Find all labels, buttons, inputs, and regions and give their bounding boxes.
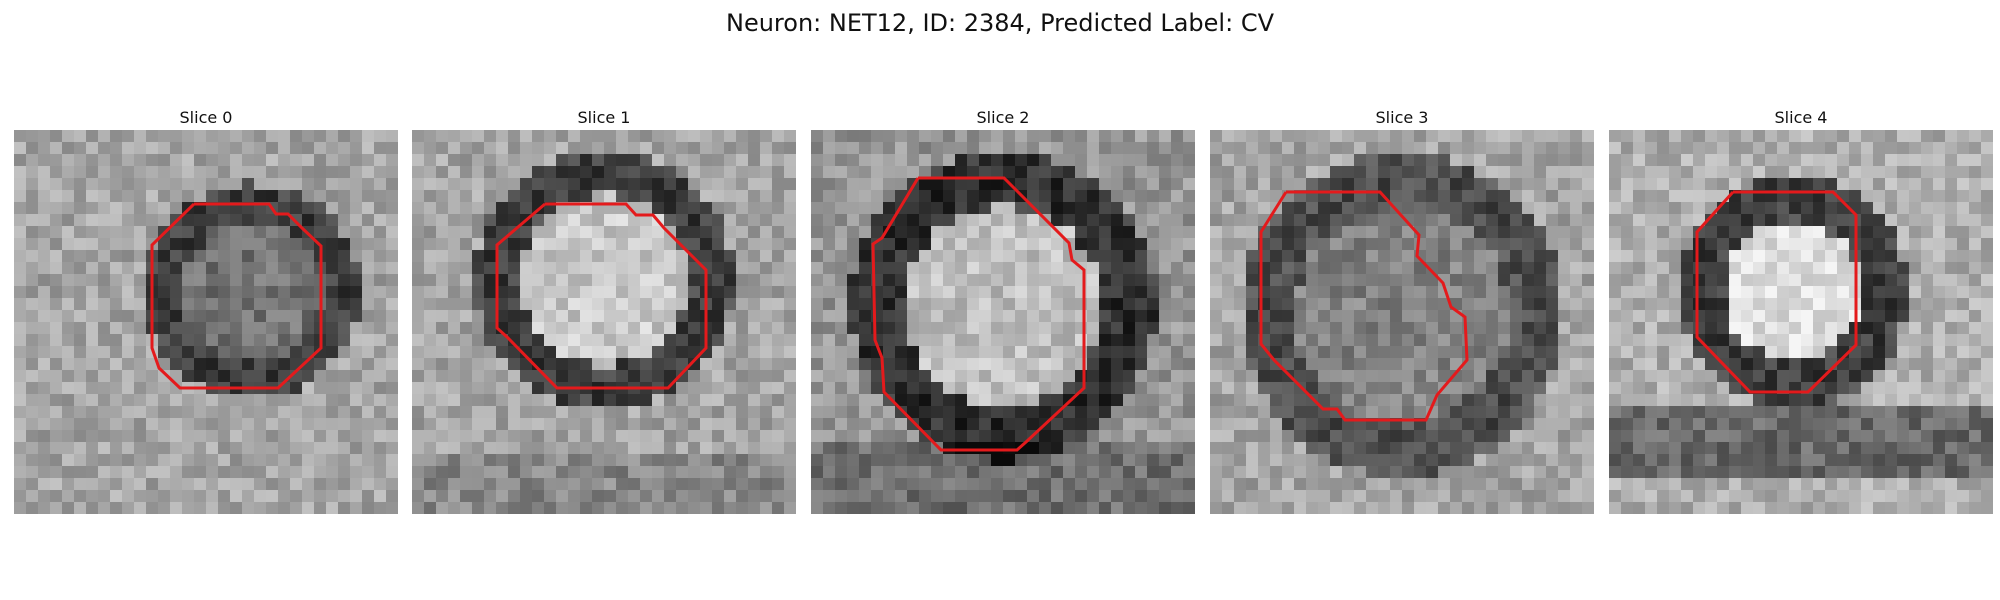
- slice-panel-4: Slice 4: [1609, 108, 1993, 514]
- slice-title: Slice 4: [1774, 108, 1828, 127]
- roi-contour: [1695, 190, 1858, 394]
- slice-panel-1: Slice 1: [412, 108, 796, 514]
- slice-title: Slice 3: [1375, 108, 1429, 127]
- slice-image: [1609, 130, 1993, 514]
- slice-image: [412, 130, 796, 514]
- slice-panel-2: Slice 2: [811, 108, 1195, 514]
- slice-title: Slice 2: [976, 108, 1030, 127]
- slice-panel-0: Slice 0: [14, 108, 398, 514]
- slice-image: [811, 130, 1195, 514]
- roi-contour: [871, 176, 1086, 452]
- slice-image: [14, 130, 398, 514]
- slice-title: Slice 0: [179, 108, 233, 127]
- grayscale-image: [14, 130, 398, 514]
- grayscale-image: [1210, 130, 1594, 514]
- contour-line: [871, 176, 1086, 452]
- figure-title: Neuron: NET12, ID: 2384, Predicted Label…: [726, 9, 1274, 37]
- contour-line: [150, 202, 323, 390]
- contour-line: [1259, 190, 1469, 422]
- grayscale-image: [1609, 130, 1993, 514]
- roi-contour: [1259, 190, 1469, 422]
- contour-line: [1695, 190, 1858, 394]
- slice-panel-3: Slice 3: [1210, 108, 1594, 514]
- grayscale-image: [412, 130, 796, 514]
- contour-line: [495, 202, 708, 390]
- roi-contour: [495, 202, 708, 390]
- slice-title: Slice 1: [577, 108, 631, 127]
- slice-image: [1210, 130, 1594, 514]
- roi-contour: [150, 202, 323, 390]
